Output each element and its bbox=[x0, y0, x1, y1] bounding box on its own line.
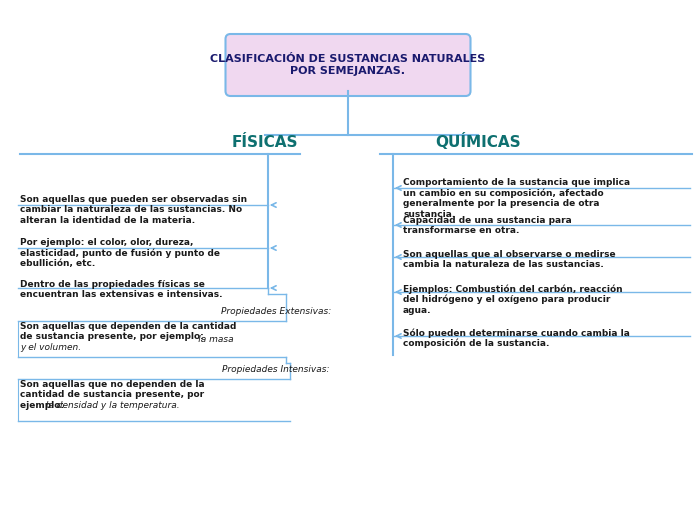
Text: FÍSICAS: FÍSICAS bbox=[232, 135, 299, 150]
Text: Son aquellas que al observarse o medirse
cambia la naturaleza de las sustancias.: Son aquellas que al observarse o medirse… bbox=[403, 250, 616, 269]
Text: Por ejemplo: el color, olor, dureza,
elasticidad, punto de fusión y punto de
ebu: Por ejemplo: el color, olor, dureza, ela… bbox=[20, 238, 220, 268]
FancyBboxPatch shape bbox=[226, 34, 470, 96]
Text: y el volumen.: y el volumen. bbox=[20, 343, 81, 352]
Text: Son aquellas que no dependen de la
cantidad de sustancia presente, por
ejemplo:: Son aquellas que no dependen de la canti… bbox=[20, 380, 205, 410]
Text: CLASIFICACIÓN DE SUSTANCIAS NATURALES
POR SEMEJANZAS.: CLASIFICACIÓN DE SUSTANCIAS NATURALES PO… bbox=[210, 54, 486, 76]
Text: Propiedades Intensivas:: Propiedades Intensivas: bbox=[222, 365, 330, 374]
Text: Dentro de las propiedades físicas se
encuentran las extensivas e intensivas.: Dentro de las propiedades físicas se enc… bbox=[20, 280, 223, 300]
Text: Son aquellas que dependen de la cantidad
de sustancia presente, por ejemplo:: Son aquellas que dependen de la cantidad… bbox=[20, 322, 237, 342]
Text: Comportamiento de la sustancia que implica
un cambio en su composición, afectado: Comportamiento de la sustancia que impli… bbox=[403, 178, 630, 219]
Text: la masa: la masa bbox=[20, 335, 234, 344]
Text: Sólo pueden determinarse cuando cambia la
composición de la sustancia.: Sólo pueden determinarse cuando cambia l… bbox=[403, 328, 630, 348]
Text: Propiedades Extensivas:: Propiedades Extensivas: bbox=[221, 307, 331, 316]
Text: Son aquellas que pueden ser observadas sin
cambiar la naturaleza de las sustanci: Son aquellas que pueden ser observadas s… bbox=[20, 195, 247, 225]
Text: Capacidad de una sustancia para
transformarse en otra.: Capacidad de una sustancia para transfor… bbox=[403, 216, 571, 236]
Text: QUÍMICAS: QUÍMICAS bbox=[435, 133, 521, 150]
Text: Ejemplos: Combustión del carbón, reacción
del hidrógeno y el oxígeno para produc: Ejemplos: Combustión del carbón, reacció… bbox=[403, 284, 623, 315]
Text: la densidad y la temperatura.: la densidad y la temperatura. bbox=[20, 401, 180, 410]
